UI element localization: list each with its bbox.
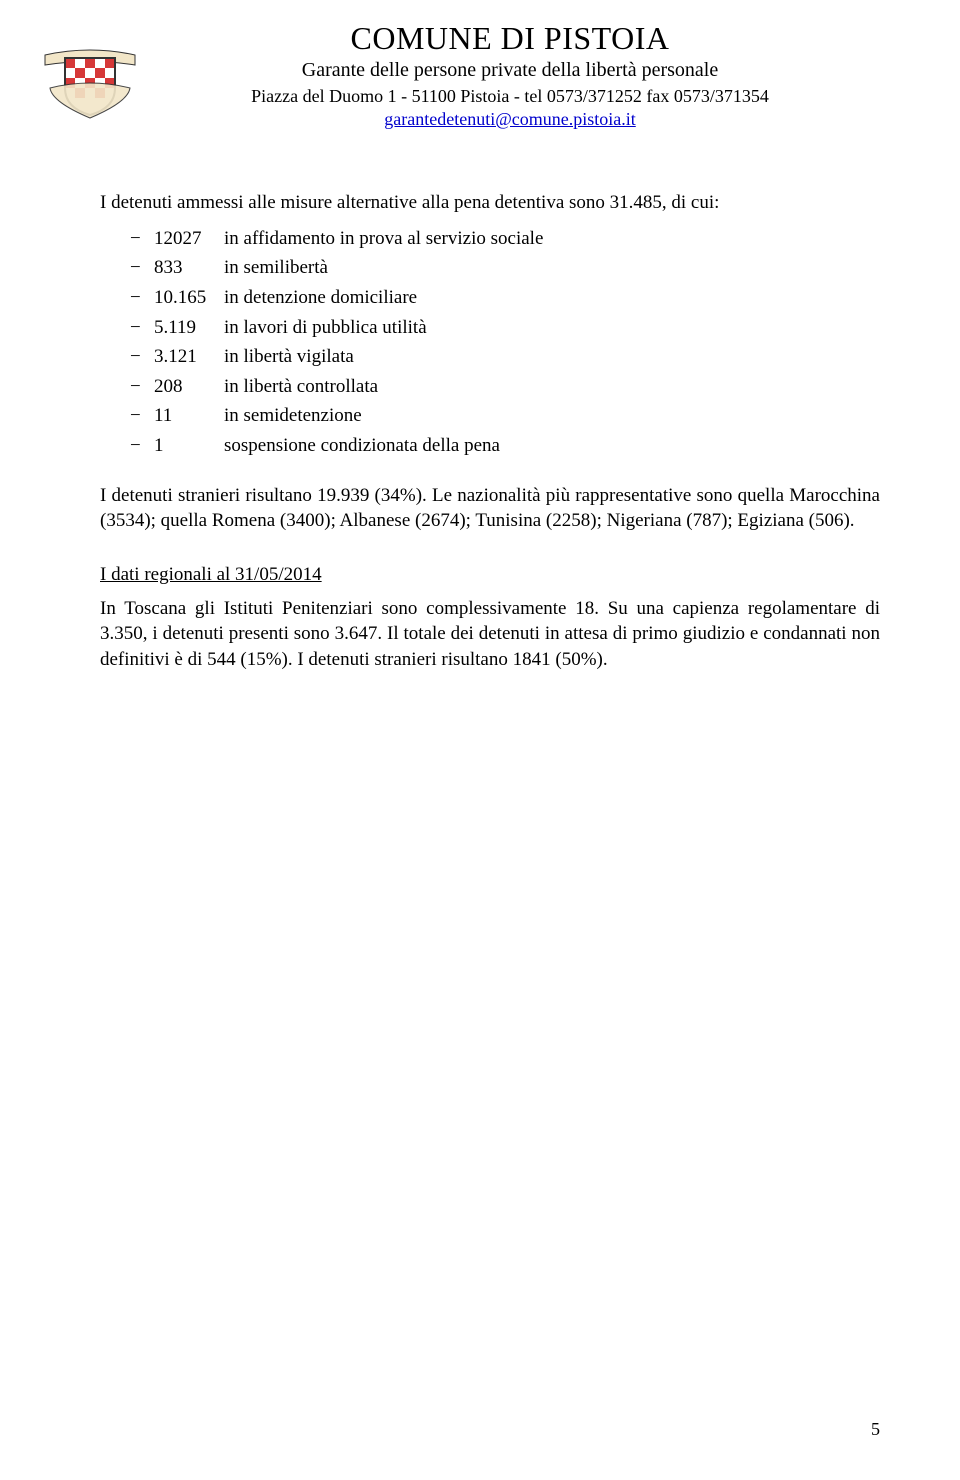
measure-label: in detenzione domiciliare [224, 287, 417, 308]
measure-count: 5.119 [154, 315, 224, 341]
measure-count: 12027 [154, 226, 224, 252]
document-body: I detenuti ammessi alle misure alternati… [100, 190, 880, 673]
measure-label: in semilibertà [224, 257, 328, 278]
measure-label: in semidetenzione [224, 405, 362, 426]
measure-label: in libertà controllata [224, 376, 378, 397]
nationalities-paragraph: I detenuti stranieri risultano 19.939 (3… [100, 483, 880, 534]
measure-count: 833 [154, 255, 224, 281]
list-item: 12027in affidamento in prova al servizio… [130, 226, 880, 252]
measure-label: in libertà vigilata [224, 346, 354, 367]
list-item: 3.121in libertà vigilata [130, 344, 880, 370]
list-item: 11in semidetenzione [130, 403, 880, 429]
list-item: 208in libertà controllata [130, 374, 880, 400]
list-item: 833in semilibertà [130, 255, 880, 281]
list-item: 10.165in detenzione domiciliare [130, 285, 880, 311]
measure-count: 208 [154, 374, 224, 400]
list-item: 5.119in lavori di pubblica utilità [130, 315, 880, 341]
measure-label: sospensione condizionata della pena [224, 435, 500, 456]
page-number: 5 [871, 1419, 880, 1440]
org-address: Piazza del Duomo 1 - 51100 Pistoia - tel… [140, 86, 880, 107]
intro-paragraph: I detenuti ammessi alle misure alternati… [100, 190, 880, 216]
coat-of-arms-icon [40, 30, 140, 130]
regional-paragraph: In Toscana gli Istituti Penitenziari son… [100, 596, 880, 673]
measure-count: 1 [154, 433, 224, 459]
list-item: 1sospensione condizionata della pena [130, 433, 880, 459]
section-heading: I dati regionali al 31/05/2014 [100, 562, 880, 588]
measure-count: 3.121 [154, 344, 224, 370]
measure-count: 10.165 [154, 285, 224, 311]
org-title: COMUNE DI PISTOIA [140, 20, 880, 57]
email-link[interactable]: garantedetenuti@comune.pistoia.it [384, 109, 636, 130]
measure-label: in affidamento in prova al servizio soci… [224, 228, 543, 249]
measures-list: 12027in affidamento in prova al servizio… [130, 226, 880, 459]
document-header: COMUNE DI PISTOIA Garante delle persone … [100, 20, 880, 130]
measure-count: 11 [154, 403, 224, 429]
org-subtitle: Garante delle persone private della libe… [140, 59, 880, 82]
measure-label: in lavori di pubblica utilità [224, 317, 427, 338]
